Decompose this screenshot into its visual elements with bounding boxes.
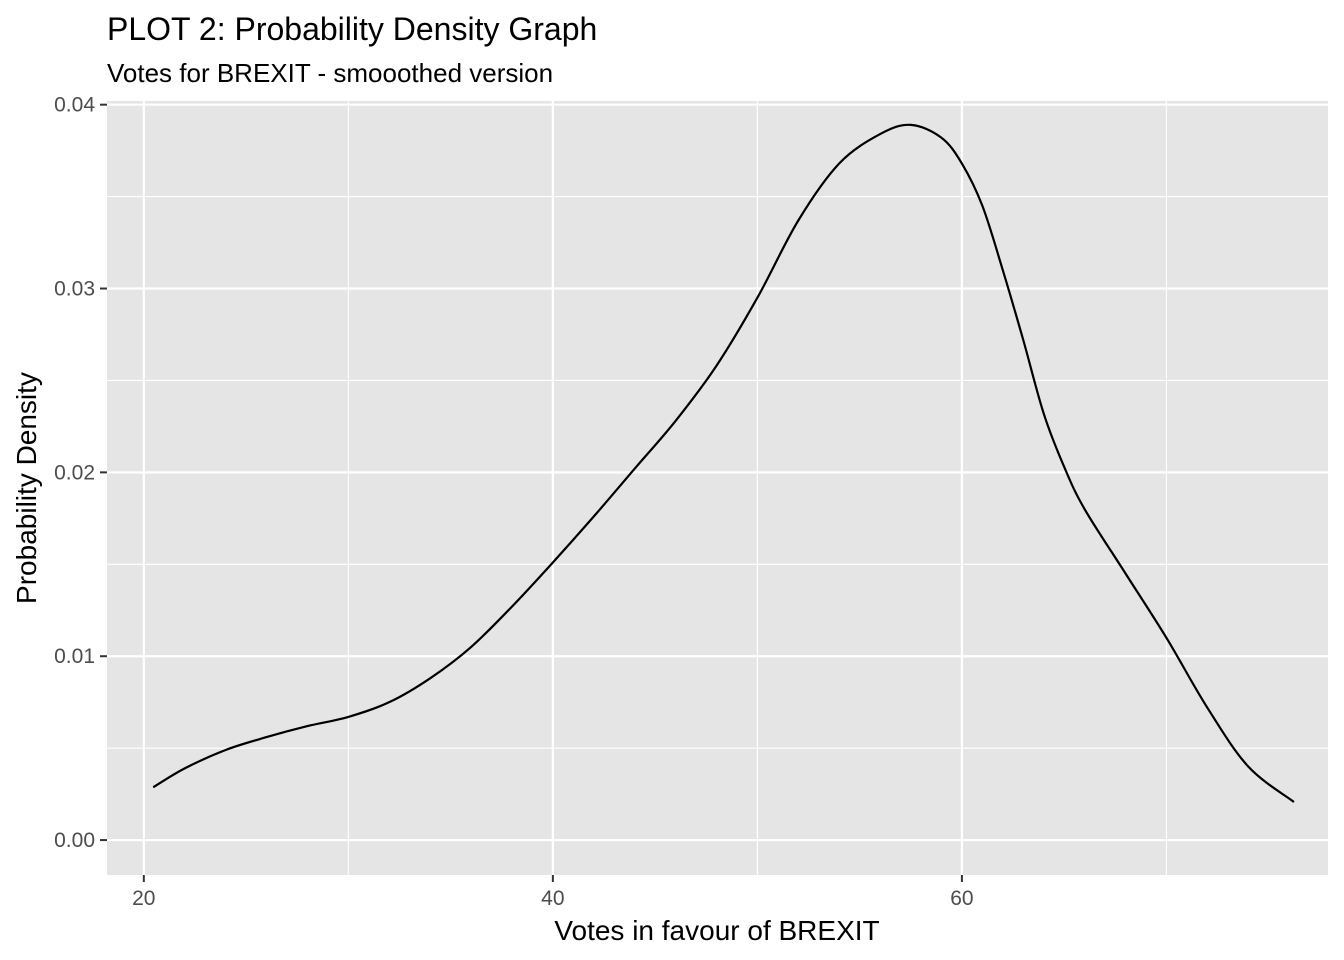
y-tick-label: 0.00 xyxy=(54,829,95,852)
x-tick-label: 40 xyxy=(541,887,564,910)
density-curve xyxy=(152,123,1295,803)
major-grid xyxy=(107,101,1328,875)
x-axis-label: Votes in favour of BREXIT xyxy=(554,915,879,946)
minor-grid xyxy=(107,101,1328,875)
x-axis: 20 40 60 xyxy=(132,875,974,910)
x-tick-label: 60 xyxy=(950,887,973,910)
y-tick-label: 0.02 xyxy=(54,461,95,484)
y-tick-label: 0.04 xyxy=(54,94,95,117)
chart-title: PLOT 2: Probability Density Graph xyxy=(107,11,597,47)
plot-panel xyxy=(107,101,1328,875)
x-tick-label: 20 xyxy=(132,887,155,910)
y-axis-label: Probability Density xyxy=(11,372,42,604)
chart-subtitle: Votes for BREXIT - smooothed version xyxy=(107,58,553,88)
y-axis: 0.00 0.01 0.02 0.03 0.04 xyxy=(54,94,107,852)
y-tick-label: 0.01 xyxy=(54,645,95,668)
y-tick-label: 0.03 xyxy=(54,278,95,301)
